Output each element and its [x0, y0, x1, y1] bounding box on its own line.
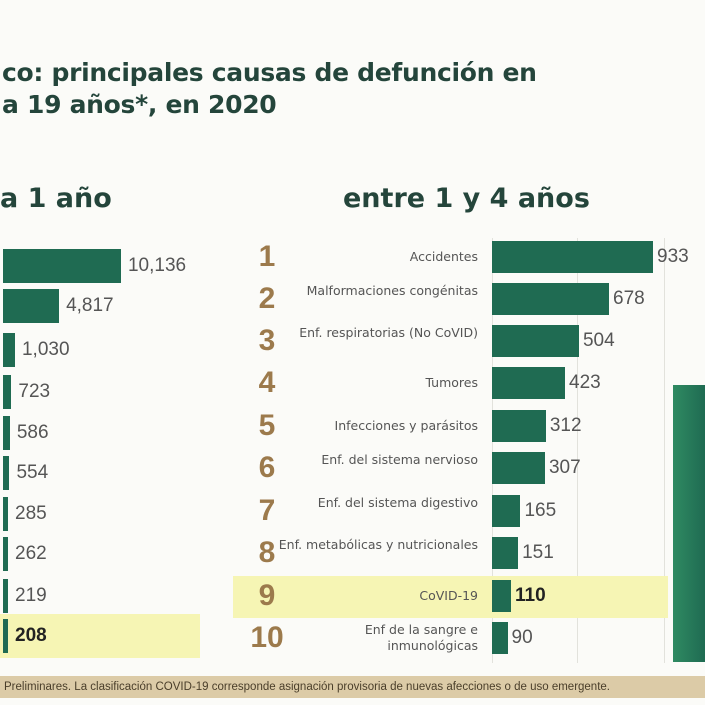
bar [3, 579, 8, 613]
data-label: 307 [548, 457, 581, 478]
data-label: 723 [18, 381, 51, 402]
bar [3, 416, 10, 450]
data-label: 10,136 [127, 255, 187, 276]
bar [3, 333, 15, 367]
data-label: 219 [15, 585, 47, 606]
bar [492, 495, 521, 527]
bar [3, 289, 60, 323]
rank-number: 8 [258, 536, 276, 569]
data-label: 423 [569, 372, 601, 393]
data-label: 165 [524, 500, 557, 521]
gridline [664, 238, 665, 663]
bar [3, 619, 8, 653]
category-label: Enf. del sistema digestivo [317, 495, 478, 510]
data-label: 586 [16, 422, 49, 443]
data-label: 285 [15, 503, 47, 524]
data-label: 678 [613, 288, 645, 309]
bar [3, 537, 8, 571]
data-label: 208 [15, 625, 47, 646]
rank-number: 2 [258, 282, 276, 315]
category-label: Enf. respiratorias (No CoVID) [299, 325, 478, 340]
category-label: CoVID-19 [419, 588, 478, 603]
category-label: Infecciones y parásitos [334, 418, 478, 433]
bar [492, 283, 610, 315]
bar [3, 456, 10, 490]
bar [492, 452, 545, 484]
rank-number: 3 [258, 324, 276, 357]
bar [492, 580, 511, 612]
right-chart-title: entre 1 y 4 años [343, 183, 590, 214]
bar [3, 249, 121, 283]
rank-number: 1 [258, 240, 276, 273]
rank-number: 10 [250, 621, 284, 654]
data-label: 110 [514, 585, 546, 606]
bar [492, 410, 546, 442]
highlight-band [233, 576, 668, 618]
next-chart-bar [673, 385, 705, 662]
rank-number: 4 [258, 366, 276, 399]
category-label: Tumores [425, 375, 478, 390]
gridline [577, 238, 578, 663]
data-label: 554 [16, 462, 49, 483]
bar [492, 537, 519, 569]
data-label: 504 [582, 330, 615, 351]
bar [492, 241, 654, 273]
data-label: 1,030 [21, 339, 70, 360]
slide-title-line1: co: principales causas de defunción en [2, 58, 537, 87]
category-label: Accidentes [409, 249, 478, 264]
highlight-band [0, 614, 200, 658]
footnote: Preliminares. La clasificación COVID-19 … [0, 676, 705, 698]
rank-number: 9 [258, 579, 276, 612]
rank-number: 5 [258, 409, 276, 442]
category-label: Malformaciones congénitas [306, 283, 478, 298]
data-label: 151 [522, 542, 554, 563]
bar [492, 367, 565, 399]
data-label: 312 [549, 415, 582, 436]
category-label: Enf. del sistema nervioso [321, 452, 478, 467]
bar [3, 497, 8, 531]
bar [492, 622, 508, 654]
category-label: Enf. metabólicas y nutricionales [278, 537, 478, 552]
slide-title-line2: a 19 años*, en 2020 [2, 90, 277, 119]
rank-number: 7 [258, 494, 276, 527]
bar [3, 375, 12, 409]
data-label: 933 [657, 246, 689, 267]
category-label: Enf de la sangre e inmunológicas [364, 622, 478, 653]
data-label: 90 [511, 627, 533, 648]
bar [492, 325, 579, 357]
left-chart-title: a 1 año [0, 183, 112, 214]
data-label: 262 [15, 543, 47, 564]
gridline [492, 238, 493, 663]
rank-number: 6 [258, 451, 276, 484]
data-label: 4,817 [66, 295, 114, 316]
